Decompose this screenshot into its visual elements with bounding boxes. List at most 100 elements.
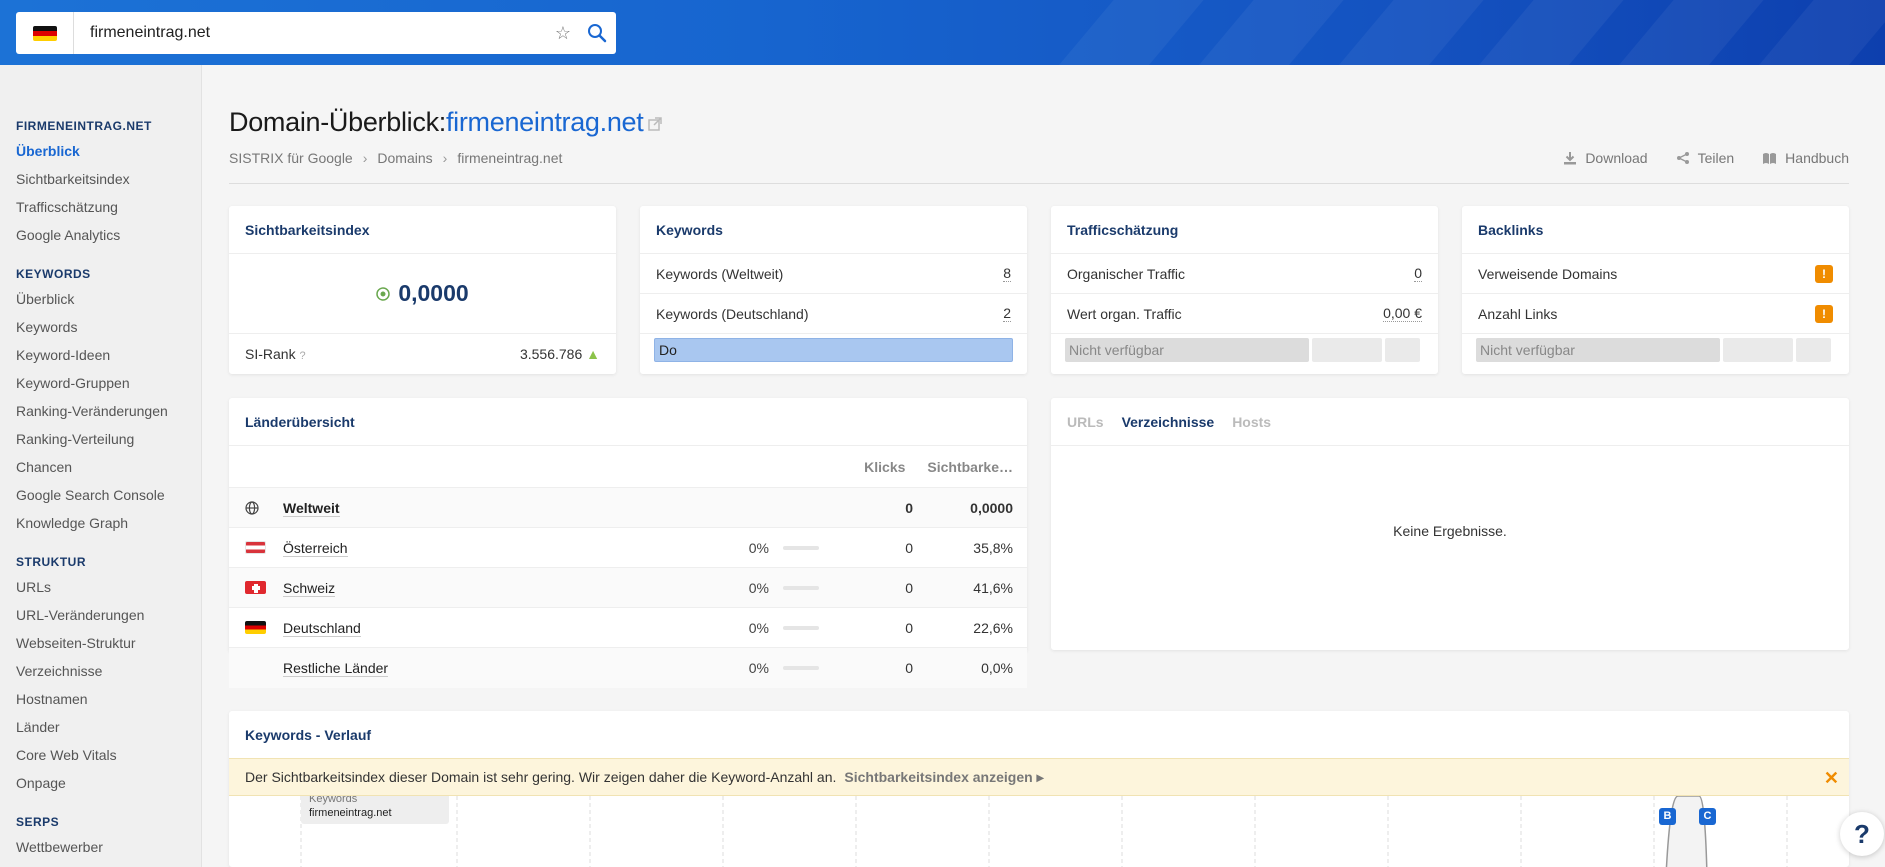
breadcrumb-item[interactable]: SISTRIX für Google: [229, 150, 353, 166]
table-row: Weltweit 0 0,0000: [229, 488, 1027, 528]
country-link[interactable]: Restliche Länder: [283, 660, 389, 677]
traffic-card-title[interactable]: Trafficschätzung: [1051, 206, 1438, 254]
sidebar-item-sichtbarkeitsindex[interactable]: Sichtbarkeitsindex: [16, 171, 130, 187]
si-share-value: 0,0%: [981, 660, 1013, 676]
header-decoration: [1309, 0, 1501, 65]
history-card: Keywords - Verlauf Der Sichtbarkeitsinde…: [229, 711, 1849, 867]
warning-icon[interactable]: !: [1815, 264, 1833, 283]
clicks-value: 0: [905, 539, 913, 556]
keywords-card-title[interactable]: Keywords: [640, 206, 1027, 254]
not-available-fill: [1312, 338, 1382, 362]
event-marker-c[interactable]: C: [1699, 808, 1716, 825]
traffic-na-row: Nicht verfügbar: [1051, 334, 1438, 366]
warning-icon[interactable]: !: [1815, 304, 1833, 323]
si-share-value: 35,8%: [973, 539, 1013, 556]
sidebar-section-title: KEYWORDS: [16, 267, 91, 281]
country-link[interactable]: Deutschland: [283, 619, 361, 637]
breadcrumb-item[interactable]: Domains: [377, 150, 433, 166]
close-icon[interactable]: ✕: [1823, 768, 1839, 788]
star-icon[interactable]: ☆: [554, 22, 572, 43]
sidebar-item-trafficschaetzung[interactable]: Trafficschätzung: [16, 199, 118, 215]
mini-bar: [783, 625, 819, 630]
clicks-value: 0: [905, 619, 913, 636]
sidebar-item-google-analytics[interactable]: Google Analytics: [16, 227, 121, 243]
country-link[interactable]: Weltweit: [283, 499, 340, 517]
sidebar-item-keywords[interactable]: Keywords: [16, 319, 78, 335]
keywords-bar-row: Do: [640, 334, 1027, 366]
manual-button[interactable]: Handbuch: [1762, 150, 1849, 166]
triangle-up-icon: ▲: [586, 346, 600, 362]
sidebar-item-url-veraenderungen[interactable]: URL-Veränderungen: [16, 607, 145, 623]
download-button[interactable]: Download: [1563, 150, 1648, 166]
sidebar-item-webseiten-struktur[interactable]: Webseiten-Struktur: [16, 635, 136, 651]
country-link[interactable]: Schweiz: [283, 579, 336, 597]
help-icon[interactable]: ?: [299, 350, 306, 362]
countries-table-body: Weltweit 0 0,0000 Österreich 0% 0 35,8% …: [229, 488, 1027, 688]
tab-hosts[interactable]: Hosts: [1232, 413, 1272, 430]
sidebar-item-onpage[interactable]: Onpage: [16, 775, 66, 791]
sidebar-item-laender[interactable]: Länder: [16, 719, 60, 735]
si-card-title[interactable]: Sichtbarkeitsindex: [229, 206, 616, 254]
share-button[interactable]: Teilen: [1676, 150, 1735, 166]
percent-value: 0%: [748, 660, 769, 676]
sidebar-item-core-web-vitals[interactable]: Core Web Vitals: [16, 747, 117, 763]
header-decoration: [1589, 0, 1781, 65]
sidebar-item-ranking-verteilung[interactable]: Ranking-Verteilung: [16, 431, 135, 447]
event-marker-b[interactable]: B: [1659, 808, 1676, 825]
sidebar-item-keywords-ueberblick[interactable]: Überblick: [16, 291, 75, 307]
page-title-domain-link[interactable]: firmeneintrag.net: [445, 107, 644, 137]
countries-table-header: Klicks Sichtbarke…: [229, 446, 1027, 488]
sidebar-item-ueberblick[interactable]: Überblick: [16, 143, 80, 159]
history-card-title[interactable]: Keywords - Verlauf: [245, 727, 372, 743]
top-bar: ☆: [0, 0, 1885, 65]
legend-domain: firmeneintrag.net: [309, 807, 392, 819]
external-link-icon[interactable]: [647, 108, 663, 139]
keywords-value-link[interactable]: 8: [1003, 265, 1011, 282]
countries-card-title[interactable]: Länderübersicht: [229, 398, 1027, 446]
help-button[interactable]: ?: [1840, 812, 1884, 856]
sidebar-item-chancen[interactable]: Chancen: [16, 459, 73, 475]
tab-urls[interactable]: URLs: [1067, 413, 1104, 430]
clicks-value: 0: [905, 660, 913, 676]
si-card: Sichtbarkeitsindex 0,0000 SI-Rank ? 3.55…: [229, 206, 616, 374]
legend-label: Keywords: [309, 796, 358, 805]
keywords-row: Keywords (Weltweit) 8: [640, 254, 1027, 294]
column-header-si[interactable]: Sichtbarke…: [927, 458, 1013, 475]
sidebar-item-urls[interactable]: URLs: [16, 579, 52, 595]
country-selector[interactable]: [16, 12, 74, 54]
si-rank-value: 3.556.786 ▲: [519, 346, 600, 362]
si-share-value: 22,6%: [973, 619, 1013, 636]
history-chart[interactable]: Keywords firmeneintrag.net B C: [229, 796, 1849, 867]
mini-bar: [783, 585, 819, 590]
page-title-prefix: Domain-Überblick:: [229, 107, 446, 137]
search-icon[interactable]: [578, 23, 616, 43]
sidebar-section-title: STRUKTUR: [16, 555, 86, 569]
traffic-value[interactable]: 0,00 €: [1383, 305, 1422, 322]
keywords-bar[interactable]: Do: [654, 338, 1013, 362]
sidebar-item-verzeichnisse[interactable]: Verzeichnisse: [16, 663, 103, 679]
keywords-value-link[interactable]: 2: [1003, 305, 1011, 322]
download-icon: [1564, 152, 1577, 165]
traffic-value[interactable]: 0: [1414, 265, 1422, 282]
search-input[interactable]: [74, 24, 548, 42]
sidebar-item-knowledge-graph[interactable]: Knowledge Graph: [16, 515, 129, 531]
sidebar-item-ranking-veraenderungen[interactable]: Ranking-Veränderungen: [16, 403, 168, 419]
table-row: Restliche Länder 0% 0 0,0%: [229, 648, 1027, 688]
share-label: Teilen: [1697, 150, 1735, 166]
mini-bar: [783, 666, 819, 670]
show-si-link[interactable]: Sichtbarkeitsindex anzeigen ▸: [844, 768, 1044, 785]
percent-value: 0%: [748, 619, 769, 636]
notice-text: Der Sichtbarkeitsindex dieser Domain ist…: [245, 769, 837, 785]
sidebar-item-keyword-gruppen[interactable]: Keyword-Gruppen: [16, 375, 130, 391]
sidebar-item-google-search-console[interactable]: Google Search Console: [16, 487, 165, 503]
backlinks-row: Anzahl Links!: [1462, 294, 1849, 334]
chevron-right-icon: ›: [442, 150, 448, 166]
sidebar-item-keyword-ideen[interactable]: Keyword-Ideen: [16, 347, 111, 363]
sidebar-item-wettbewerber[interactable]: Wettbewerber: [16, 839, 103, 855]
backlinks-card-title[interactable]: Backlinks: [1462, 206, 1849, 254]
sidebar-item-hostnamen[interactable]: Hostnamen: [16, 691, 88, 707]
column-header-clicks[interactable]: Klicks: [864, 458, 906, 475]
tab-verzeichnisse[interactable]: Verzeichnisse: [1121, 413, 1215, 430]
country-link[interactable]: Österreich: [283, 539, 348, 557]
book-icon: [1763, 152, 1777, 164]
